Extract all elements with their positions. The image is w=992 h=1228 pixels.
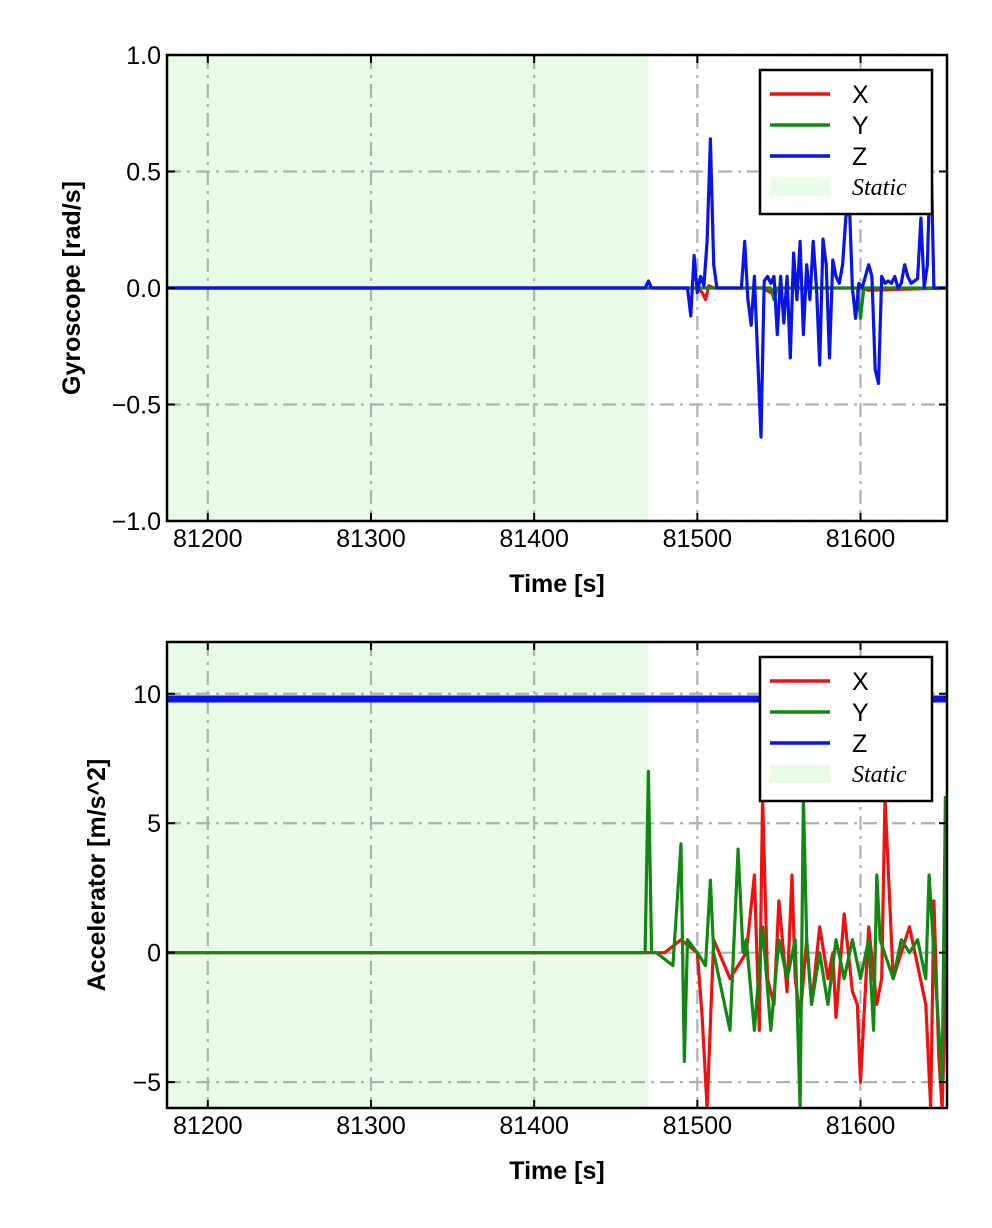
series-line-x bbox=[167, 795, 947, 1108]
x-tick-label: 81200 bbox=[173, 525, 243, 553]
x-tick-label: 81200 bbox=[173, 1112, 243, 1140]
x-axis-label: Time [s] bbox=[509, 570, 604, 598]
y-tick-label: −5 bbox=[132, 1069, 161, 1097]
y-tick-label: 0.5 bbox=[126, 159, 161, 187]
x-tick-label: 81400 bbox=[499, 1112, 569, 1140]
legend-label-y: Y bbox=[852, 699, 869, 727]
y-tick-label: −1.0 bbox=[112, 508, 161, 536]
x-tick-label: 81300 bbox=[336, 525, 406, 553]
x-tick-label: 81500 bbox=[663, 525, 733, 553]
y-tick-label: 0 bbox=[147, 940, 161, 968]
x-tick-label: 81300 bbox=[336, 1112, 406, 1140]
x-tick-label: 81600 bbox=[826, 525, 896, 553]
legend: XYZ Static bbox=[758, 68, 934, 216]
series-line-y bbox=[167, 769, 947, 1108]
static-region bbox=[167, 642, 649, 1108]
x-tick-label: 81400 bbox=[499, 525, 569, 553]
y-tick-label: −0.5 bbox=[112, 392, 161, 420]
x-tick-label: 81600 bbox=[826, 1112, 896, 1140]
y-tick-label: 5 bbox=[147, 810, 161, 838]
legend-label-y: Y bbox=[852, 112, 869, 140]
plot-frame bbox=[165, 640, 949, 1110]
legend-swatch-static bbox=[770, 765, 830, 783]
gyroscope-chart: 81200 81300 81400 81500 81600 −1.0 −0.5 0.0 0.5 1… bbox=[58, 42, 949, 598]
accelerator-chart: 81200 81300 81400 81500 81600 −5 0 5 10 Time [s] A… bbox=[83, 640, 949, 1185]
y-tick-label: 1.0 bbox=[126, 42, 161, 70]
y-axis-label: Accelerator [m/s^2] bbox=[83, 759, 111, 992]
y-axis-label: Gyroscope [rad/s] bbox=[58, 181, 86, 395]
legend-label-z: Z bbox=[852, 143, 867, 171]
legend: XYZ Static bbox=[758, 655, 934, 803]
legend-label-x: X bbox=[852, 81, 869, 109]
legend-label-x: X bbox=[852, 668, 869, 696]
legend-swatch-static bbox=[770, 178, 830, 196]
series-line-z bbox=[167, 137, 947, 439]
y-tick-label: 0.0 bbox=[126, 275, 161, 303]
y-tick-label: 10 bbox=[133, 681, 161, 709]
x-axis-label: Time [s] bbox=[509, 1157, 604, 1185]
legend-label-z: Z bbox=[852, 730, 867, 758]
x-tick-label: 81500 bbox=[663, 1112, 733, 1140]
legend-label-static: Static bbox=[852, 762, 907, 788]
legend-label-static: Static bbox=[852, 175, 907, 201]
